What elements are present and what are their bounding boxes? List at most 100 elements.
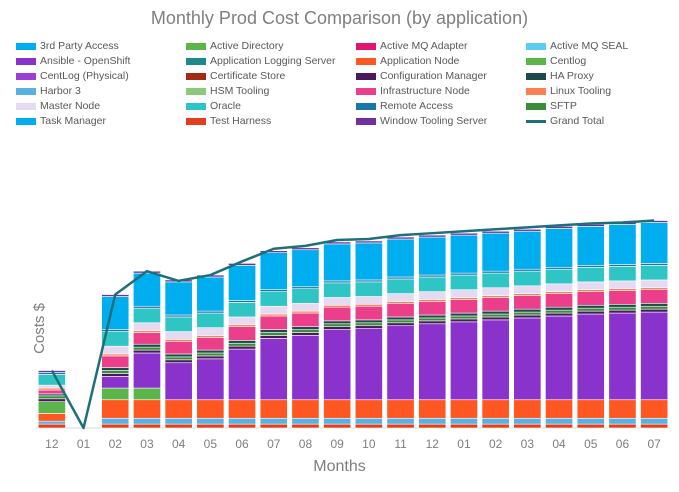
bar-segment — [418, 320, 447, 325]
bar-segment — [450, 312, 478, 317]
bar-segment — [228, 302, 256, 318]
bar-segment — [481, 313, 510, 318]
bar-segment — [101, 355, 130, 368]
bar-segment — [513, 285, 542, 294]
bar-segment — [640, 303, 669, 307]
bar-segment — [545, 268, 573, 285]
x-tick-label: 03 — [521, 437, 535, 451]
legend-swatch — [16, 43, 36, 50]
bar-segment — [545, 228, 573, 268]
bar-segment — [291, 303, 320, 312]
bar-segment — [133, 343, 161, 348]
bar-segment — [101, 296, 130, 330]
x-tick-label: 08 — [299, 437, 313, 451]
legend-swatch — [186, 118, 206, 125]
bar-segment — [481, 297, 510, 312]
bar-segment — [640, 308, 669, 313]
bar-segment — [164, 353, 193, 358]
x-tick-label: 06 — [235, 437, 249, 451]
x-tick-label: 05 — [584, 437, 598, 451]
legend-swatch — [526, 43, 546, 50]
legend-label: HSM Tooling — [210, 85, 270, 97]
bar-segment — [323, 243, 352, 282]
bar-segment — [450, 299, 478, 314]
legend-label: Configuration Manager — [380, 70, 487, 82]
bar-segment — [228, 342, 256, 347]
bar-segment — [354, 281, 383, 297]
bar-segment — [164, 331, 193, 340]
bar-segment — [576, 399, 605, 419]
bar-segment — [101, 417, 130, 425]
x-tick-label: 04 — [172, 437, 186, 451]
bar-segment — [133, 423, 161, 429]
legend-label: Grand Total — [550, 115, 605, 127]
legend-swatch — [526, 73, 546, 80]
bar-segment — [101, 376, 130, 389]
bar-segment — [228, 263, 256, 266]
bar-segment — [133, 387, 161, 401]
bar-segment — [133, 332, 161, 345]
legend-label: Harbor 3 — [40, 85, 81, 97]
bar-segment — [545, 312, 573, 317]
bar-segment — [513, 423, 542, 429]
bar-segment — [259, 338, 288, 401]
bar-segment — [640, 399, 669, 419]
legend-swatch — [356, 43, 376, 50]
bar-segment — [450, 234, 478, 274]
bar-segment — [576, 313, 605, 401]
bar-segment — [545, 309, 573, 314]
x-tick-label: 03 — [140, 437, 154, 451]
bar-segment — [450, 417, 478, 425]
bar-segment — [386, 303, 415, 318]
legend-label: Remote Access — [380, 100, 453, 112]
bar-segment — [513, 228, 542, 232]
bar-segment — [133, 322, 161, 331]
bar-segment — [323, 423, 352, 429]
legend-label: Active MQ SEAL — [550, 40, 629, 52]
bar-segment — [196, 349, 225, 354]
bar-segment — [101, 387, 130, 401]
bar-segment — [354, 242, 383, 281]
bar-segment — [418, 417, 447, 425]
bar-segment — [545, 417, 573, 425]
bar-segment — [608, 290, 637, 305]
legend-label: Application Node — [380, 55, 460, 67]
bar-segment — [576, 310, 605, 315]
bar-segment — [386, 325, 415, 401]
legend-label: Oracle — [210, 100, 241, 112]
bar-segment — [386, 399, 415, 419]
legend-swatch — [526, 88, 546, 95]
x-tick-label: 11 — [394, 437, 407, 451]
bar-segment — [101, 345, 130, 355]
bar-segment — [576, 266, 605, 283]
bar-segment — [228, 265, 256, 301]
bar-segment — [513, 317, 542, 401]
bar-segment — [323, 329, 352, 401]
bar-segment — [133, 307, 161, 324]
bar-segment — [481, 417, 510, 425]
bar-segment — [640, 417, 669, 425]
bar-segment — [259, 335, 288, 339]
bar-segment — [513, 417, 542, 425]
bar-segment — [386, 319, 415, 324]
x-tick-label: 01 — [457, 437, 471, 451]
bar-segment — [291, 423, 320, 429]
bar-segment — [228, 316, 256, 326]
bar-segment — [164, 399, 193, 419]
bar-segment — [196, 417, 225, 425]
bar-segment — [354, 328, 383, 401]
legend-label: Task Manager — [40, 115, 106, 127]
bar-segment — [291, 417, 320, 425]
bar-segment — [576, 226, 605, 266]
grand-total-line — [50, 219, 655, 430]
bar-segment — [37, 389, 66, 395]
x-tick-label: 04 — [552, 437, 566, 451]
x-tick-label: 07 — [267, 437, 281, 451]
bar-segment — [545, 423, 573, 429]
bar-segment — [133, 352, 161, 389]
bar-segment — [576, 307, 605, 312]
bar-segment — [196, 352, 225, 357]
bar-segment — [640, 222, 669, 264]
bar-segment — [196, 312, 225, 328]
bar-segment — [37, 401, 66, 414]
